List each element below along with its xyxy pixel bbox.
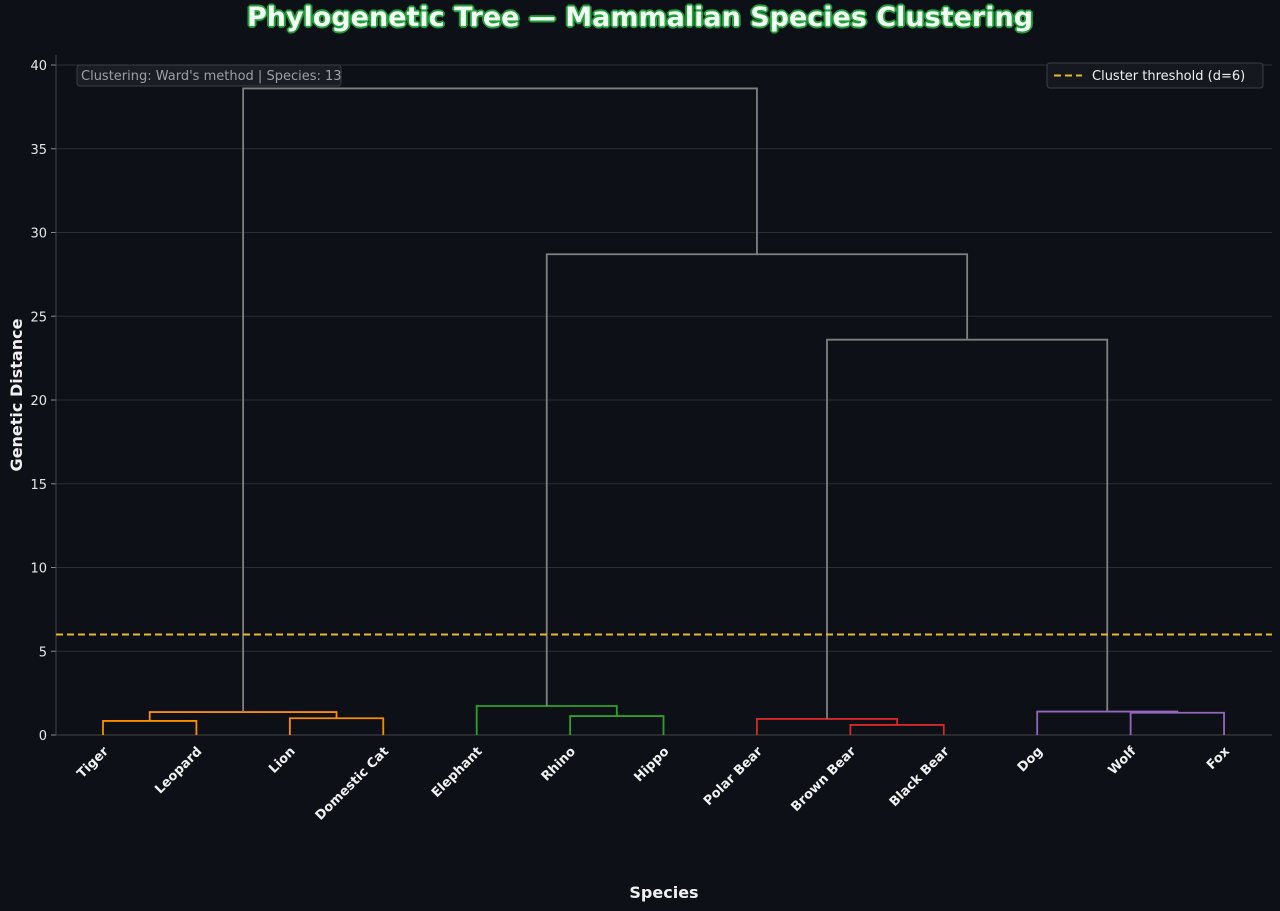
x-axis-label: Species [629, 883, 698, 902]
y-tick-label: 40 [30, 59, 47, 74]
leaf-label: Rhino [539, 744, 579, 784]
dendrogram-link [826, 338, 1109, 719]
y-tick-label: 15 [30, 478, 47, 493]
y-tick-label: 10 [30, 562, 47, 577]
dendrogram-link [148, 711, 338, 721]
annotation-text: Clustering: Ward's method | Species: 13 [81, 69, 342, 84]
dendrogram-link [569, 715, 665, 735]
annotation-box: Clustering: Ward's method | Species: 13 [76, 64, 342, 87]
leaf-label: Dog [1015, 744, 1046, 775]
leaf-label: Hippo [631, 744, 672, 785]
dendrogram-link [1036, 710, 1179, 735]
dendrogram-link [545, 253, 969, 707]
leaf-label: Domestic Cat [313, 744, 392, 823]
y-axis-label: Genetic Distance [7, 318, 26, 471]
dendrogram-link [849, 724, 945, 735]
legend-threshold-label: Cluster threshold (d=6) [1092, 69, 1245, 84]
dendrogram-link [242, 87, 758, 713]
leaf-label: Black Bear [887, 744, 953, 810]
leaf-label: Wolf [1106, 744, 1140, 778]
leaf-label: Leopard [152, 744, 205, 797]
legend: Cluster threshold (d=6) [1046, 62, 1264, 89]
dendrogram-link [102, 720, 198, 735]
chart-title: Phylogenetic Tree — Mammalian Species Cl… [246, 2, 1034, 33]
leaf-label: Lion [266, 744, 298, 776]
leaf-label: Elephant [429, 744, 486, 801]
dendrogram-link [288, 717, 385, 735]
leaf-label: Tiger [74, 744, 112, 782]
y-tick-label: 25 [30, 310, 47, 325]
dendrogram-link [756, 718, 898, 735]
y-tick-label: 35 [30, 143, 47, 158]
y-tick-label: 20 [30, 394, 47, 409]
y-tick-label: 30 [30, 227, 47, 242]
leaf-label: Brown Bear [789, 744, 860, 815]
leaf-label: Fox [1204, 744, 1233, 773]
dendrogram-link [475, 705, 618, 735]
leaf-label: Polar Bear [701, 744, 766, 809]
y-tick-label: 5 [39, 645, 47, 660]
dendrogram-link [1129, 711, 1225, 735]
y-tick-label: 0 [39, 729, 47, 744]
